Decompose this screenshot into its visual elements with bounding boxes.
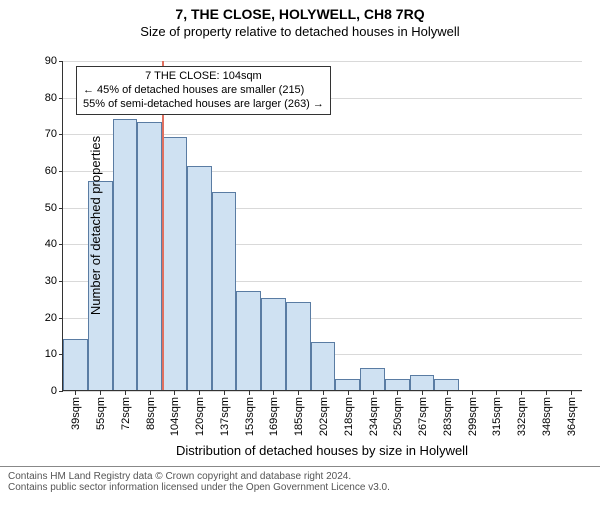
histogram-bar <box>63 339 88 390</box>
x-tick-label: 153sqm <box>242 397 256 436</box>
x-tick-mark <box>348 391 349 395</box>
x-tick-mark <box>397 391 398 395</box>
x-tick-label: 169sqm <box>266 397 280 436</box>
y-tick-label: 50 <box>45 202 63 214</box>
chart-container: 7, THE CLOSE, HOLYWELL, CH8 7RQ Size of … <box>0 6 600 506</box>
x-tick-mark <box>521 391 522 395</box>
x-tick-label: 348sqm <box>539 397 553 436</box>
histogram-bar <box>410 375 435 390</box>
histogram-bar <box>137 122 162 390</box>
x-tick-mark <box>496 391 497 395</box>
histogram-bar <box>187 166 212 390</box>
y-tick-label: 90 <box>45 55 63 67</box>
x-axis-title: Distribution of detached houses by size … <box>62 443 582 458</box>
x-tick-mark <box>75 391 76 395</box>
x-tick-label: 185sqm <box>291 397 305 436</box>
x-tick-mark <box>125 391 126 395</box>
x-tick-label: 120sqm <box>192 397 206 436</box>
y-tick-label: 80 <box>45 92 63 104</box>
annotation-line: 55% of semi-detached houses are larger (… <box>83 98 324 112</box>
x-tick-label: 202sqm <box>316 397 330 436</box>
x-tick-mark <box>571 391 572 395</box>
chart-subtitle: Size of property relative to detached ho… <box>0 24 600 39</box>
x-tick-label: 72sqm <box>118 397 132 430</box>
histogram-bar <box>385 379 410 390</box>
chart-title: 7, THE CLOSE, HOLYWELL, CH8 7RQ <box>0 6 600 22</box>
y-tick-label: 0 <box>51 385 63 397</box>
x-tick-label: 299sqm <box>465 397 479 436</box>
x-tick-label: 88sqm <box>143 397 157 430</box>
x-tick-label: 234sqm <box>366 397 380 436</box>
y-tick-label: 40 <box>45 238 63 250</box>
x-tick-mark <box>472 391 473 395</box>
x-tick-mark <box>373 391 374 395</box>
y-tick-label: 30 <box>45 275 63 287</box>
histogram-bar <box>286 302 311 390</box>
histogram-bar <box>434 379 459 390</box>
histogram-bar <box>212 192 237 390</box>
y-tick-label: 20 <box>45 312 63 324</box>
x-tick-mark <box>447 391 448 395</box>
x-tick-mark <box>249 391 250 395</box>
x-tick-label: 315sqm <box>489 397 503 436</box>
annotation-box: 7 THE CLOSE: 104sqm← 45% of detached hou… <box>76 66 331 115</box>
x-tick-label: 218sqm <box>341 397 355 436</box>
gridline <box>63 61 582 62</box>
x-tick-label: 250sqm <box>390 397 404 436</box>
annotation-line: 7 THE CLOSE: 104sqm <box>83 70 324 84</box>
histogram-bar <box>113 119 138 390</box>
y-tick-label: 70 <box>45 128 63 140</box>
x-tick-mark <box>273 391 274 395</box>
x-tick-label: 55sqm <box>93 397 107 430</box>
histogram-bar <box>360 368 385 390</box>
footer-line-1: Contains HM Land Registry data © Crown c… <box>8 471 592 482</box>
histogram-bar <box>335 379 360 390</box>
y-tick-label: 10 <box>45 348 63 360</box>
annotation-line: ← 45% of detached houses are smaller (21… <box>83 84 324 98</box>
histogram-bar <box>162 137 187 390</box>
x-tick-label: 39sqm <box>68 397 82 430</box>
footer-line-2: Contains public sector information licen… <box>8 482 592 493</box>
x-tick-label: 283sqm <box>440 397 454 436</box>
histogram-bar <box>236 291 261 390</box>
x-tick-label: 332sqm <box>514 397 528 436</box>
x-tick-mark <box>150 391 151 395</box>
y-tick-label: 60 <box>45 165 63 177</box>
x-tick-label: 104sqm <box>167 397 181 436</box>
x-tick-label: 364sqm <box>564 397 578 436</box>
x-tick-mark <box>199 391 200 395</box>
x-tick-mark <box>422 391 423 395</box>
x-tick-mark <box>174 391 175 395</box>
x-tick-mark <box>323 391 324 395</box>
histogram-bar <box>311 342 336 390</box>
x-tick-label: 137sqm <box>217 397 231 436</box>
x-tick-mark <box>100 391 101 395</box>
x-tick-mark <box>298 391 299 395</box>
x-tick-mark <box>546 391 547 395</box>
x-tick-label: 267sqm <box>415 397 429 436</box>
x-tick-mark <box>224 391 225 395</box>
histogram-bar <box>261 298 286 390</box>
y-axis-title: Number of detached properties <box>88 136 103 315</box>
footer: Contains HM Land Registry data © Crown c… <box>0 466 600 497</box>
